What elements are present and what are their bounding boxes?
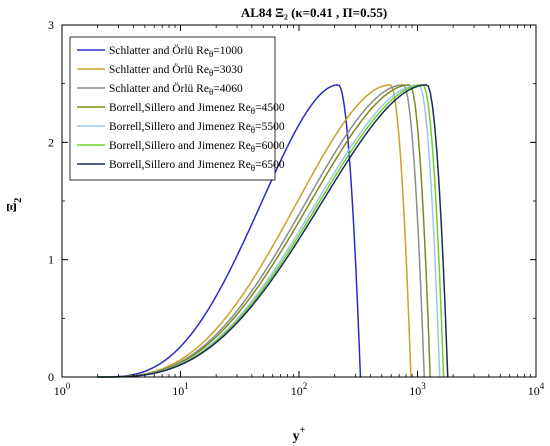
y-axis-label: Ξ2 (5, 198, 24, 212)
y-tick-label: 3 (48, 18, 54, 32)
y-tick-label: 0 (48, 370, 54, 384)
legend-label-6: Borrell,Sillero and Jimenez Reθ=6000 (109, 140, 285, 154)
legend-box (69, 36, 276, 181)
y-tick-label: 1 (48, 253, 54, 267)
legend-label-3: Schlatter and Örlü Reθ=4060 (109, 81, 243, 97)
x-tick-label: 101 (172, 381, 189, 398)
legend-label-2: Schlatter and Örlü Reθ=3030 (109, 62, 243, 78)
y-axis: 0 1 2 3 (48, 18, 536, 384)
legend: Schlatter and Örlü Reθ=1000 Schlatter and… (69, 36, 285, 181)
legend-label-4: Borrell,Sillero and Jimenez Reθ=4500 (109, 102, 285, 116)
series-line-7 (97, 84, 449, 378)
legend-label-7: Borrell,Sillero and Jimenez Reθ=6500 (109, 159, 285, 173)
y-tick-label: 2 (48, 135, 54, 149)
x-axis-label: y+ (293, 425, 306, 444)
x-tick-label: 100 (54, 381, 71, 398)
chart-title: AL84 Ξ₂ (κ=0.41 , Π=0.55) (241, 5, 387, 20)
series-line-1 (97, 84, 362, 378)
legend-label-1: Schlatter and Örlü Reθ=1000 (109, 43, 243, 59)
x-tick-label: 102 (291, 381, 308, 398)
series-layer (97, 84, 449, 378)
x-tick-label: 104 (528, 381, 545, 398)
legend-label-5: Borrell,Sillero and Jimenez Reθ=5500 (109, 121, 285, 135)
x-tick-label: 103 (409, 381, 426, 398)
x-axis: 100 101 102 103 104 (54, 25, 545, 398)
